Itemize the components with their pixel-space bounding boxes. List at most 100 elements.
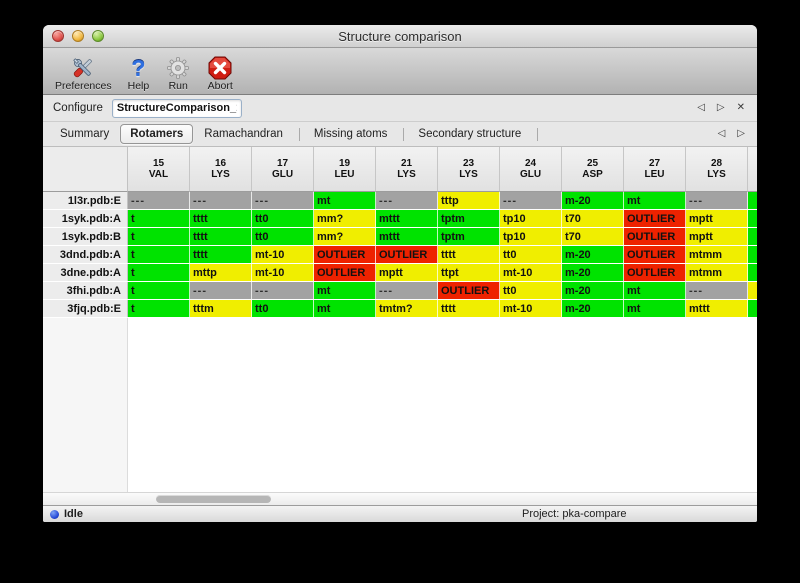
tab-secondary-structure[interactable]: Secondary structure bbox=[418, 128, 522, 140]
rotamer-cell-partial[interactable] bbox=[748, 192, 757, 209]
close-config-icon[interactable]: ✕ bbox=[736, 102, 745, 113]
help-button[interactable]: ? Help bbox=[128, 55, 150, 92]
row-label[interactable]: 1l3r.pdb:E bbox=[43, 192, 128, 209]
rotamer-cell-partial[interactable] bbox=[748, 228, 757, 245]
rotamer-cell[interactable]: mttt bbox=[376, 228, 438, 245]
rotamer-cell[interactable]: tmtm? bbox=[376, 300, 438, 317]
rotamer-cell[interactable]: OUTLIER bbox=[624, 246, 686, 263]
rotamer-cell[interactable]: t70 bbox=[562, 228, 624, 245]
rotamer-cell[interactable]: t bbox=[128, 300, 190, 317]
rotamer-cell[interactable]: m-20 bbox=[562, 264, 624, 281]
preferences-button[interactable]: Preferences bbox=[55, 55, 112, 92]
rotamer-cell-partial[interactable] bbox=[748, 300, 757, 317]
rotamer-cell-partial[interactable] bbox=[748, 282, 757, 299]
tab-missing-atoms[interactable]: Missing atoms bbox=[313, 128, 388, 140]
row-label[interactable]: 3fhi.pdb:A bbox=[43, 282, 128, 299]
rotamer-cell[interactable]: t bbox=[128, 282, 190, 299]
rotamer-cell[interactable]: t bbox=[128, 246, 190, 263]
rotamer-cell[interactable]: tt0 bbox=[252, 210, 314, 227]
zoom-window-button[interactable] bbox=[92, 30, 104, 42]
rotamer-cell[interactable]: mttt bbox=[686, 300, 748, 317]
rotamer-cell[interactable]: m-20 bbox=[562, 246, 624, 263]
rotamer-cell[interactable]: tt0 bbox=[252, 228, 314, 245]
tab-rotamers[interactable]: Rotamers bbox=[120, 124, 194, 144]
rotamer-cell[interactable]: tp10 bbox=[500, 228, 562, 245]
rotamer-cell[interactable]: mptt bbox=[686, 228, 748, 245]
rotamer-cell[interactable]: mt bbox=[314, 192, 376, 209]
tab-ramachandran[interactable]: Ramachandran bbox=[204, 128, 283, 140]
rotamer-cell[interactable]: m-20 bbox=[562, 192, 624, 209]
column-header-27[interactable]: 27 LEU bbox=[624, 147, 686, 192]
column-header-16[interactable]: 16 LYS bbox=[190, 147, 252, 192]
rotamer-cell[interactable]: tt0 bbox=[500, 282, 562, 299]
row-label[interactable]: 3fjq.pdb:E bbox=[43, 300, 128, 317]
rotamer-cell[interactable]: OUTLIER bbox=[314, 246, 376, 263]
rotamer-cell[interactable]: OUTLIER bbox=[624, 210, 686, 227]
tab-summary[interactable]: Summary bbox=[60, 128, 110, 140]
run-button[interactable]: Run bbox=[165, 55, 191, 92]
column-header-21[interactable]: 21 LYS bbox=[376, 147, 438, 192]
close-window-button[interactable] bbox=[52, 30, 64, 42]
rotamer-cell[interactable]: OUTLIER bbox=[624, 228, 686, 245]
rotamer-cell[interactable]: mttp bbox=[190, 264, 252, 281]
rotamer-cell[interactable]: --- bbox=[500, 192, 562, 209]
prev-config-icon[interactable]: ◁ bbox=[697, 102, 705, 113]
rotamer-cell[interactable]: mm? bbox=[314, 228, 376, 245]
abort-button[interactable]: Abort bbox=[207, 55, 233, 92]
rotamer-cell[interactable]: ttpt bbox=[438, 264, 500, 281]
rotamer-cell[interactable]: tt0 bbox=[500, 246, 562, 263]
prev-tab-icon[interactable]: ◁ bbox=[717, 128, 726, 139]
rotamer-cell[interactable]: OUTLIER bbox=[376, 246, 438, 263]
rotamer-cell[interactable]: OUTLIER bbox=[438, 282, 500, 299]
rotamer-cell[interactable]: mptt bbox=[686, 210, 748, 227]
rotamer-cell[interactable]: tt0 bbox=[252, 300, 314, 317]
next-config-icon[interactable]: ▷ bbox=[716, 102, 725, 113]
column-header-24[interactable]: 24 GLU bbox=[500, 147, 562, 192]
rotamer-cell[interactable]: t bbox=[128, 264, 190, 281]
rotamer-cell[interactable]: m-20 bbox=[562, 282, 624, 299]
rotamer-cell[interactable]: mm? bbox=[314, 210, 376, 227]
row-label[interactable]: 1syk.pdb:A bbox=[43, 210, 128, 227]
rotamer-cell[interactable]: m-20 bbox=[562, 300, 624, 317]
rotamer-cell[interactable]: mtmm bbox=[686, 264, 748, 281]
rotamer-cell-partial[interactable] bbox=[748, 210, 757, 227]
row-label[interactable]: 3dnd.pdb:A bbox=[43, 246, 128, 263]
rotamer-cell[interactable]: --- bbox=[128, 192, 190, 209]
rotamer-cell[interactable]: --- bbox=[252, 192, 314, 209]
rotamer-cell[interactable]: mptt bbox=[376, 264, 438, 281]
rotamer-cell[interactable]: tp10 bbox=[500, 210, 562, 227]
column-header-15[interactable]: 15 VAL bbox=[128, 147, 190, 192]
rotamer-cell[interactable]: tptm bbox=[438, 228, 500, 245]
horizontal-scrollbar-thumb[interactable] bbox=[156, 495, 271, 503]
configure-name-input[interactable] bbox=[111, 98, 242, 118]
rotamer-cell[interactable]: mt bbox=[624, 282, 686, 299]
rotamer-cell[interactable]: t70 bbox=[562, 210, 624, 227]
rotamer-cell[interactable]: mt-10 bbox=[500, 264, 562, 281]
rotamer-cell[interactable]: --- bbox=[376, 192, 438, 209]
rotamer-cell[interactable]: --- bbox=[686, 282, 748, 299]
rotamer-cell[interactable]: --- bbox=[376, 282, 438, 299]
rotamer-cell[interactable]: mtmm bbox=[686, 246, 748, 263]
rotamer-cell-partial[interactable] bbox=[748, 264, 757, 281]
rotamer-cell[interactable]: tttt bbox=[438, 300, 500, 317]
column-header-23[interactable]: 23 LYS bbox=[438, 147, 500, 192]
rotamer-cell[interactable]: mt bbox=[624, 192, 686, 209]
rotamer-cell[interactable]: --- bbox=[252, 282, 314, 299]
rotamer-cell[interactable]: OUTLIER bbox=[624, 264, 686, 281]
column-header-28[interactable]: 28 LYS bbox=[686, 147, 748, 192]
rotamer-cell[interactable]: mt-10 bbox=[252, 246, 314, 263]
rotamer-cell[interactable]: mttt bbox=[376, 210, 438, 227]
rotamer-cell[interactable]: t bbox=[128, 228, 190, 245]
horizontal-scrollbar[interactable] bbox=[43, 492, 757, 505]
rotamer-cell[interactable]: tttt bbox=[438, 246, 500, 263]
row-label[interactable]: 3dne.pdb:A bbox=[43, 264, 128, 281]
rotamer-cell[interactable]: tttp bbox=[438, 192, 500, 209]
minimize-window-button[interactable] bbox=[72, 30, 84, 42]
next-tab-icon[interactable]: ▷ bbox=[737, 128, 745, 139]
rotamer-cell[interactable]: --- bbox=[686, 192, 748, 209]
rotamer-cell[interactable]: mt bbox=[314, 282, 376, 299]
rotamer-cell[interactable]: tttm bbox=[190, 300, 252, 317]
rotamer-cell[interactable]: mt bbox=[314, 300, 376, 317]
rotamer-cell[interactable]: OUTLIER bbox=[314, 264, 376, 281]
rotamer-cell[interactable]: mt-10 bbox=[252, 264, 314, 281]
